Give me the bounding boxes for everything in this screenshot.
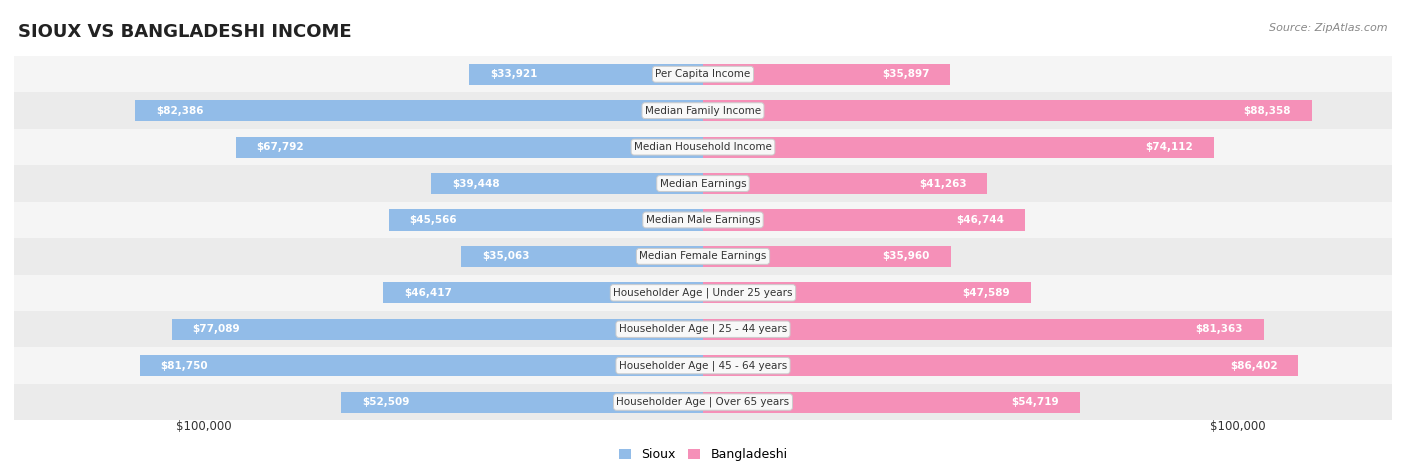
Bar xyxy=(14,202,1392,238)
Bar xyxy=(432,173,703,194)
Text: $35,960: $35,960 xyxy=(883,251,931,262)
Bar xyxy=(703,173,987,194)
Bar xyxy=(14,347,1392,384)
Bar xyxy=(703,136,1213,158)
Text: $33,921: $33,921 xyxy=(489,69,537,79)
Text: $67,792: $67,792 xyxy=(257,142,304,152)
Bar xyxy=(461,246,703,267)
Text: $46,417: $46,417 xyxy=(404,288,451,298)
Text: $77,089: $77,089 xyxy=(193,324,240,334)
Bar xyxy=(703,391,1080,413)
Bar xyxy=(703,282,1031,304)
Bar xyxy=(14,275,1392,311)
Bar xyxy=(172,318,703,340)
Text: $35,897: $35,897 xyxy=(882,69,929,79)
Text: $52,509: $52,509 xyxy=(361,397,409,407)
Text: Median Earnings: Median Earnings xyxy=(659,178,747,189)
Text: $39,448: $39,448 xyxy=(451,178,499,189)
Text: $45,566: $45,566 xyxy=(409,215,457,225)
Text: Householder Age | Over 65 years: Householder Age | Over 65 years xyxy=(616,397,790,407)
Bar xyxy=(14,238,1392,275)
Bar xyxy=(703,246,950,267)
Text: $81,363: $81,363 xyxy=(1195,324,1243,334)
Text: $54,719: $54,719 xyxy=(1012,397,1059,407)
Text: Median Male Earnings: Median Male Earnings xyxy=(645,215,761,225)
Bar xyxy=(703,318,1264,340)
Bar xyxy=(342,391,703,413)
Bar xyxy=(14,92,1392,129)
Bar xyxy=(135,100,703,121)
Bar xyxy=(389,209,703,231)
Bar xyxy=(703,64,950,85)
Bar xyxy=(470,64,703,85)
Bar xyxy=(703,209,1025,231)
Text: Median Female Earnings: Median Female Earnings xyxy=(640,251,766,262)
Text: Householder Age | Under 25 years: Householder Age | Under 25 years xyxy=(613,288,793,298)
Text: $46,744: $46,744 xyxy=(956,215,1004,225)
Bar xyxy=(384,282,703,304)
Text: Median Household Income: Median Household Income xyxy=(634,142,772,152)
Bar xyxy=(14,165,1392,202)
Text: $81,750: $81,750 xyxy=(160,361,208,371)
Bar xyxy=(14,384,1392,420)
Bar xyxy=(14,56,1392,92)
Text: $100,000: $100,000 xyxy=(176,420,232,433)
Bar xyxy=(14,311,1392,347)
Text: Median Family Income: Median Family Income xyxy=(645,106,761,116)
Text: Per Capita Income: Per Capita Income xyxy=(655,69,751,79)
Bar xyxy=(703,100,1312,121)
Text: $100,000: $100,000 xyxy=(1209,420,1265,433)
Text: Source: ZipAtlas.com: Source: ZipAtlas.com xyxy=(1270,23,1388,33)
Bar xyxy=(139,355,703,376)
Text: $88,358: $88,358 xyxy=(1243,106,1291,116)
Text: Householder Age | 25 - 44 years: Householder Age | 25 - 44 years xyxy=(619,324,787,334)
Text: $74,112: $74,112 xyxy=(1144,142,1192,152)
Text: Householder Age | 45 - 64 years: Householder Age | 45 - 64 years xyxy=(619,361,787,371)
Text: $35,063: $35,063 xyxy=(482,251,530,262)
Text: $41,263: $41,263 xyxy=(920,178,966,189)
Text: $82,386: $82,386 xyxy=(156,106,204,116)
Bar xyxy=(703,355,1298,376)
Bar xyxy=(14,129,1392,165)
Text: $86,402: $86,402 xyxy=(1230,361,1278,371)
Text: $47,589: $47,589 xyxy=(963,288,1010,298)
Bar xyxy=(236,136,703,158)
Legend: Sioux, Bangladeshi: Sioux, Bangladeshi xyxy=(619,448,787,461)
Text: SIOUX VS BANGLADESHI INCOME: SIOUX VS BANGLADESHI INCOME xyxy=(18,23,352,42)
